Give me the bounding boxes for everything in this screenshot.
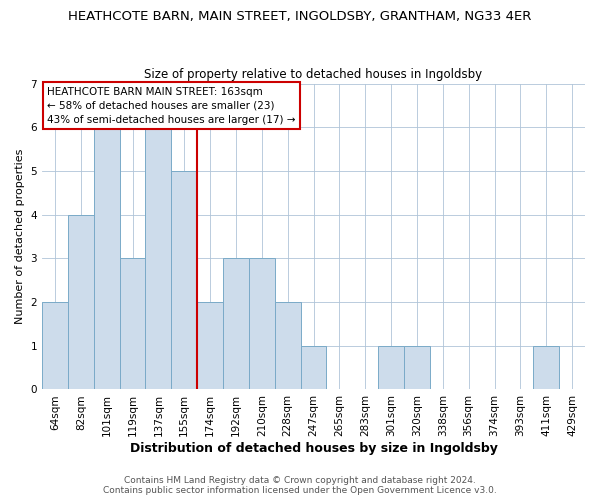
Text: Contains HM Land Registry data © Crown copyright and database right 2024.
Contai: Contains HM Land Registry data © Crown c… (103, 476, 497, 495)
Bar (404, 346, 430, 390)
Bar (42, 302, 68, 390)
Bar (275, 302, 301, 390)
Bar (223, 258, 249, 390)
Text: HEATHCOTE BARN, MAIN STREET, INGOLDSBY, GRANTHAM, NG33 4ER: HEATHCOTE BARN, MAIN STREET, INGOLDSBY, … (68, 10, 532, 23)
Bar (249, 258, 275, 390)
Y-axis label: Number of detached properties: Number of detached properties (15, 149, 25, 324)
Bar (378, 346, 404, 390)
Bar (533, 346, 559, 390)
Title: Size of property relative to detached houses in Ingoldsby: Size of property relative to detached ho… (145, 68, 482, 81)
X-axis label: Distribution of detached houses by size in Ingoldsby: Distribution of detached houses by size … (130, 442, 497, 455)
Text: HEATHCOTE BARN MAIN STREET: 163sqm
← 58% of detached houses are smaller (23)
43%: HEATHCOTE BARN MAIN STREET: 163sqm ← 58%… (47, 86, 296, 124)
Bar (197, 302, 223, 390)
Bar (172, 171, 197, 390)
Bar (68, 214, 94, 390)
Bar (301, 346, 326, 390)
Bar (145, 128, 172, 390)
Bar (119, 258, 145, 390)
Bar (94, 128, 119, 390)
